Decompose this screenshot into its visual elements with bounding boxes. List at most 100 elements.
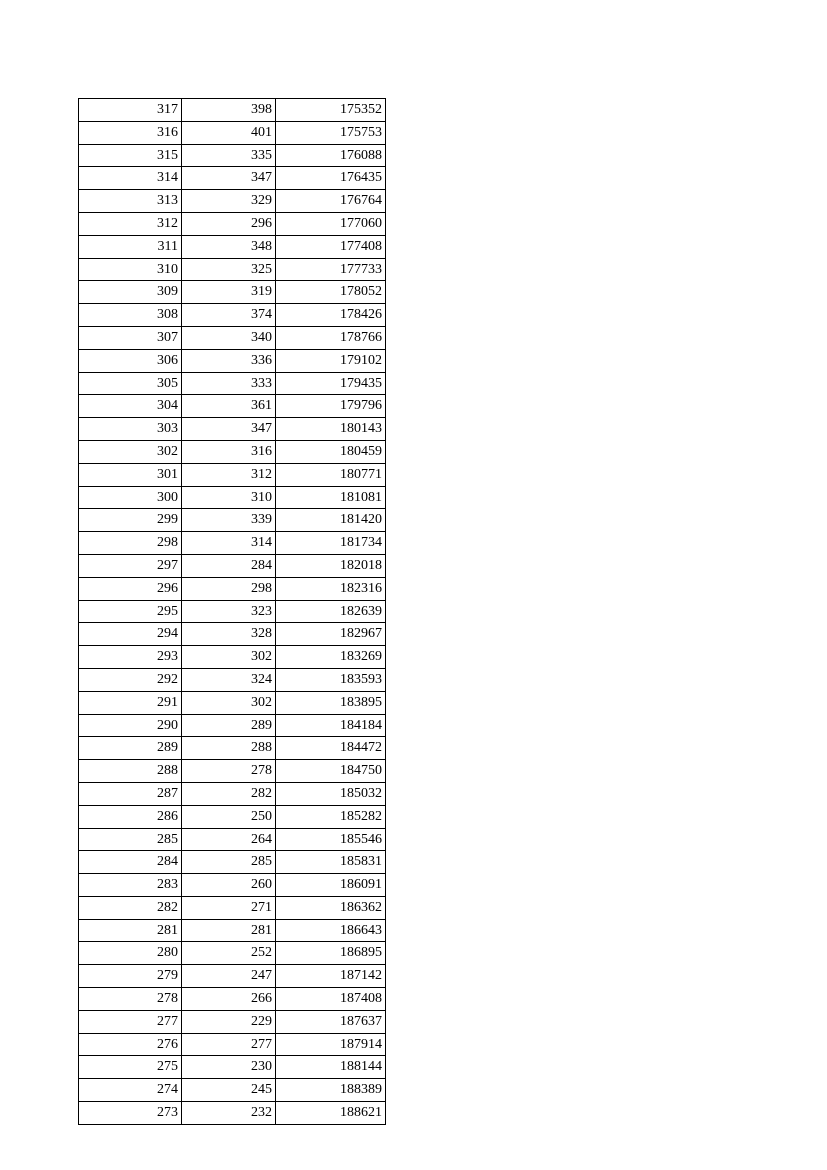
table-row: 300310181081 — [79, 486, 386, 509]
table-cell: 281 — [79, 919, 182, 942]
table-cell: 294 — [79, 623, 182, 646]
table-cell: 180143 — [276, 418, 386, 441]
table-cell: 289 — [79, 737, 182, 760]
table-cell: 175753 — [276, 121, 386, 144]
table-row: 292324183593 — [79, 668, 386, 691]
table-row: 304361179796 — [79, 395, 386, 418]
table-row: 282271186362 — [79, 896, 386, 919]
table-cell: 188389 — [276, 1079, 386, 1102]
table-row: 288278184750 — [79, 760, 386, 783]
table-cell: 299 — [79, 509, 182, 532]
table-cell: 186362 — [276, 896, 386, 919]
table-row: 314347176435 — [79, 167, 386, 190]
table-cell: 187142 — [276, 965, 386, 988]
table-cell: 177733 — [276, 258, 386, 281]
table-cell: 312 — [182, 463, 276, 486]
table-cell: 278 — [182, 760, 276, 783]
table-cell: 180459 — [276, 440, 386, 463]
table-cell: 340 — [182, 326, 276, 349]
table-cell: 301 — [79, 463, 182, 486]
table-row: 312296177060 — [79, 212, 386, 235]
table-row: 285264185546 — [79, 828, 386, 851]
table-row: 316401175753 — [79, 121, 386, 144]
table-row: 291302183895 — [79, 691, 386, 714]
table-cell: 339 — [182, 509, 276, 532]
table-cell: 307 — [79, 326, 182, 349]
table-cell: 229 — [182, 1010, 276, 1033]
table-cell: 183593 — [276, 668, 386, 691]
table-cell: 335 — [182, 144, 276, 167]
table-cell: 186895 — [276, 942, 386, 965]
table-cell: 348 — [182, 235, 276, 258]
table-cell: 179102 — [276, 349, 386, 372]
table-row: 303347180143 — [79, 418, 386, 441]
table-cell: 305 — [79, 372, 182, 395]
table-cell: 347 — [182, 167, 276, 190]
table-cell: 324 — [182, 668, 276, 691]
table-cell: 296 — [79, 577, 182, 600]
table-cell: 177060 — [276, 212, 386, 235]
table-row: 279247187142 — [79, 965, 386, 988]
table-row: 296298182316 — [79, 577, 386, 600]
table-cell: 296 — [182, 212, 276, 235]
table-cell: 178766 — [276, 326, 386, 349]
table-row: 317398175352 — [79, 99, 386, 122]
table-row: 302316180459 — [79, 440, 386, 463]
table-cell: 181734 — [276, 532, 386, 555]
table-cell: 277 — [182, 1033, 276, 1056]
table-cell: 284 — [79, 851, 182, 874]
table-cell: 175352 — [276, 99, 386, 122]
table-cell: 176088 — [276, 144, 386, 167]
table-row: 301312180771 — [79, 463, 386, 486]
table-cell: 302 — [79, 440, 182, 463]
table-cell: 306 — [79, 349, 182, 372]
table-cell: 185546 — [276, 828, 386, 851]
table-cell: 278 — [79, 988, 182, 1011]
table-row: 278266187408 — [79, 988, 386, 1011]
table-cell: 279 — [79, 965, 182, 988]
table-row: 273232188621 — [79, 1102, 386, 1125]
table-cell: 252 — [182, 942, 276, 965]
table-cell: 275 — [79, 1056, 182, 1079]
table-cell: 247 — [182, 965, 276, 988]
table-cell: 185032 — [276, 782, 386, 805]
table-row: 305333179435 — [79, 372, 386, 395]
table-cell: 180771 — [276, 463, 386, 486]
data-table: 3173981753523164011757533153351760883143… — [78, 98, 386, 1125]
table-row: 274245188389 — [79, 1079, 386, 1102]
table-cell: 280 — [79, 942, 182, 965]
table-cell: 287 — [79, 782, 182, 805]
table-row: 276277187914 — [79, 1033, 386, 1056]
table-cell: 285 — [182, 851, 276, 874]
table-cell: 289 — [182, 714, 276, 737]
table-cell: 310 — [182, 486, 276, 509]
table-row: 275230188144 — [79, 1056, 386, 1079]
table-cell: 177408 — [276, 235, 386, 258]
table-cell: 316 — [79, 121, 182, 144]
table-cell: 314 — [79, 167, 182, 190]
table-cell: 312 — [79, 212, 182, 235]
page: 3173981753523164011757533153351760883143… — [0, 0, 827, 1170]
table-cell: 187408 — [276, 988, 386, 1011]
table-cell: 230 — [182, 1056, 276, 1079]
table-cell: 179796 — [276, 395, 386, 418]
table-cell: 316 — [182, 440, 276, 463]
table-cell: 277 — [79, 1010, 182, 1033]
table-row: 297284182018 — [79, 554, 386, 577]
table-cell: 311 — [79, 235, 182, 258]
table-cell: 188144 — [276, 1056, 386, 1079]
table-row: 287282185032 — [79, 782, 386, 805]
table-cell: 186091 — [276, 874, 386, 897]
table-cell: 179435 — [276, 372, 386, 395]
table-row: 309319178052 — [79, 281, 386, 304]
table-cell: 187914 — [276, 1033, 386, 1056]
table-cell: 182018 — [276, 554, 386, 577]
table-cell: 182967 — [276, 623, 386, 646]
table-cell: 298 — [182, 577, 276, 600]
table-cell: 232 — [182, 1102, 276, 1125]
table-cell: 304 — [79, 395, 182, 418]
table-cell: 273 — [79, 1102, 182, 1125]
table-cell: 283 — [79, 874, 182, 897]
table-cell: 284 — [182, 554, 276, 577]
table-cell: 266 — [182, 988, 276, 1011]
